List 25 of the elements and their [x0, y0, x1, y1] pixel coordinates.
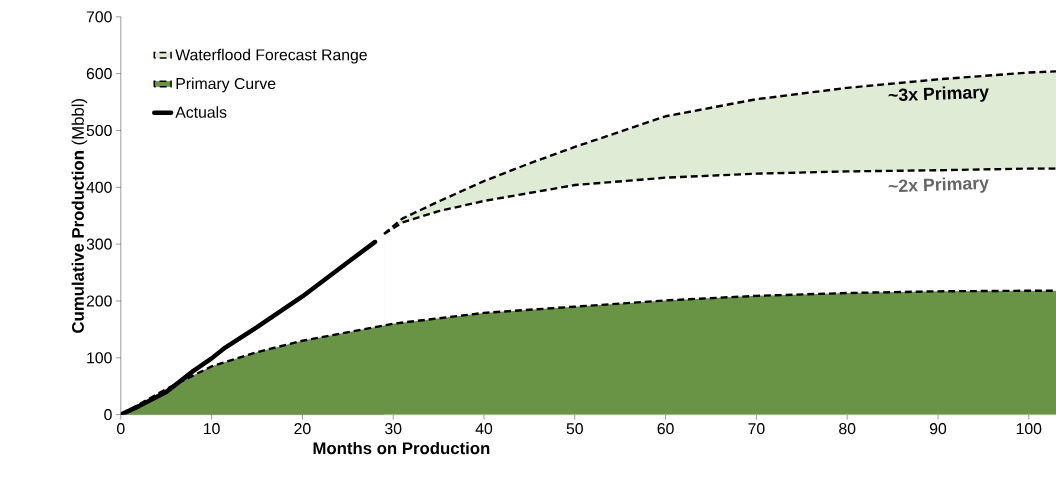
- x-tick-label: 60: [657, 423, 674, 435]
- annotation: ~2x Primary: [888, 177, 989, 193]
- x-tick-label: 30: [385, 423, 402, 435]
- legend-label: Waterflood Forecast Range: [175, 48, 367, 64]
- x-tick-label: 40: [475, 423, 493, 435]
- legend-label: Primary Curve: [176, 77, 276, 93]
- x-tick-label: 90: [929, 423, 947, 435]
- x-tick-label: 70: [748, 423, 765, 435]
- y-tick-label: 400: [86, 181, 112, 193]
- x-tick-label: 0: [117, 423, 125, 435]
- y-tick-label: 300: [86, 238, 112, 250]
- annotation: ~3x Primary: [888, 86, 989, 102]
- y-tick-label: 600: [86, 68, 112, 80]
- x-tick-label: 80: [839, 423, 856, 435]
- y-tick-label: 0: [104, 409, 112, 421]
- x-tick-label: 20: [294, 423, 311, 435]
- legend-label: Actuals: [175, 106, 227, 118]
- y-tick-label: 100: [87, 352, 112, 364]
- x-tick-label: 100: [1016, 423, 1042, 435]
- x-tick-label: 10: [204, 423, 220, 435]
- y-tick-label: 200: [86, 295, 112, 307]
- x-axis-title: Months on Production: [313, 441, 490, 455]
- y-tick-label: 700: [86, 11, 112, 23]
- y-tick-label: 500: [86, 124, 112, 137]
- x-tick-label: 50: [566, 423, 583, 435]
